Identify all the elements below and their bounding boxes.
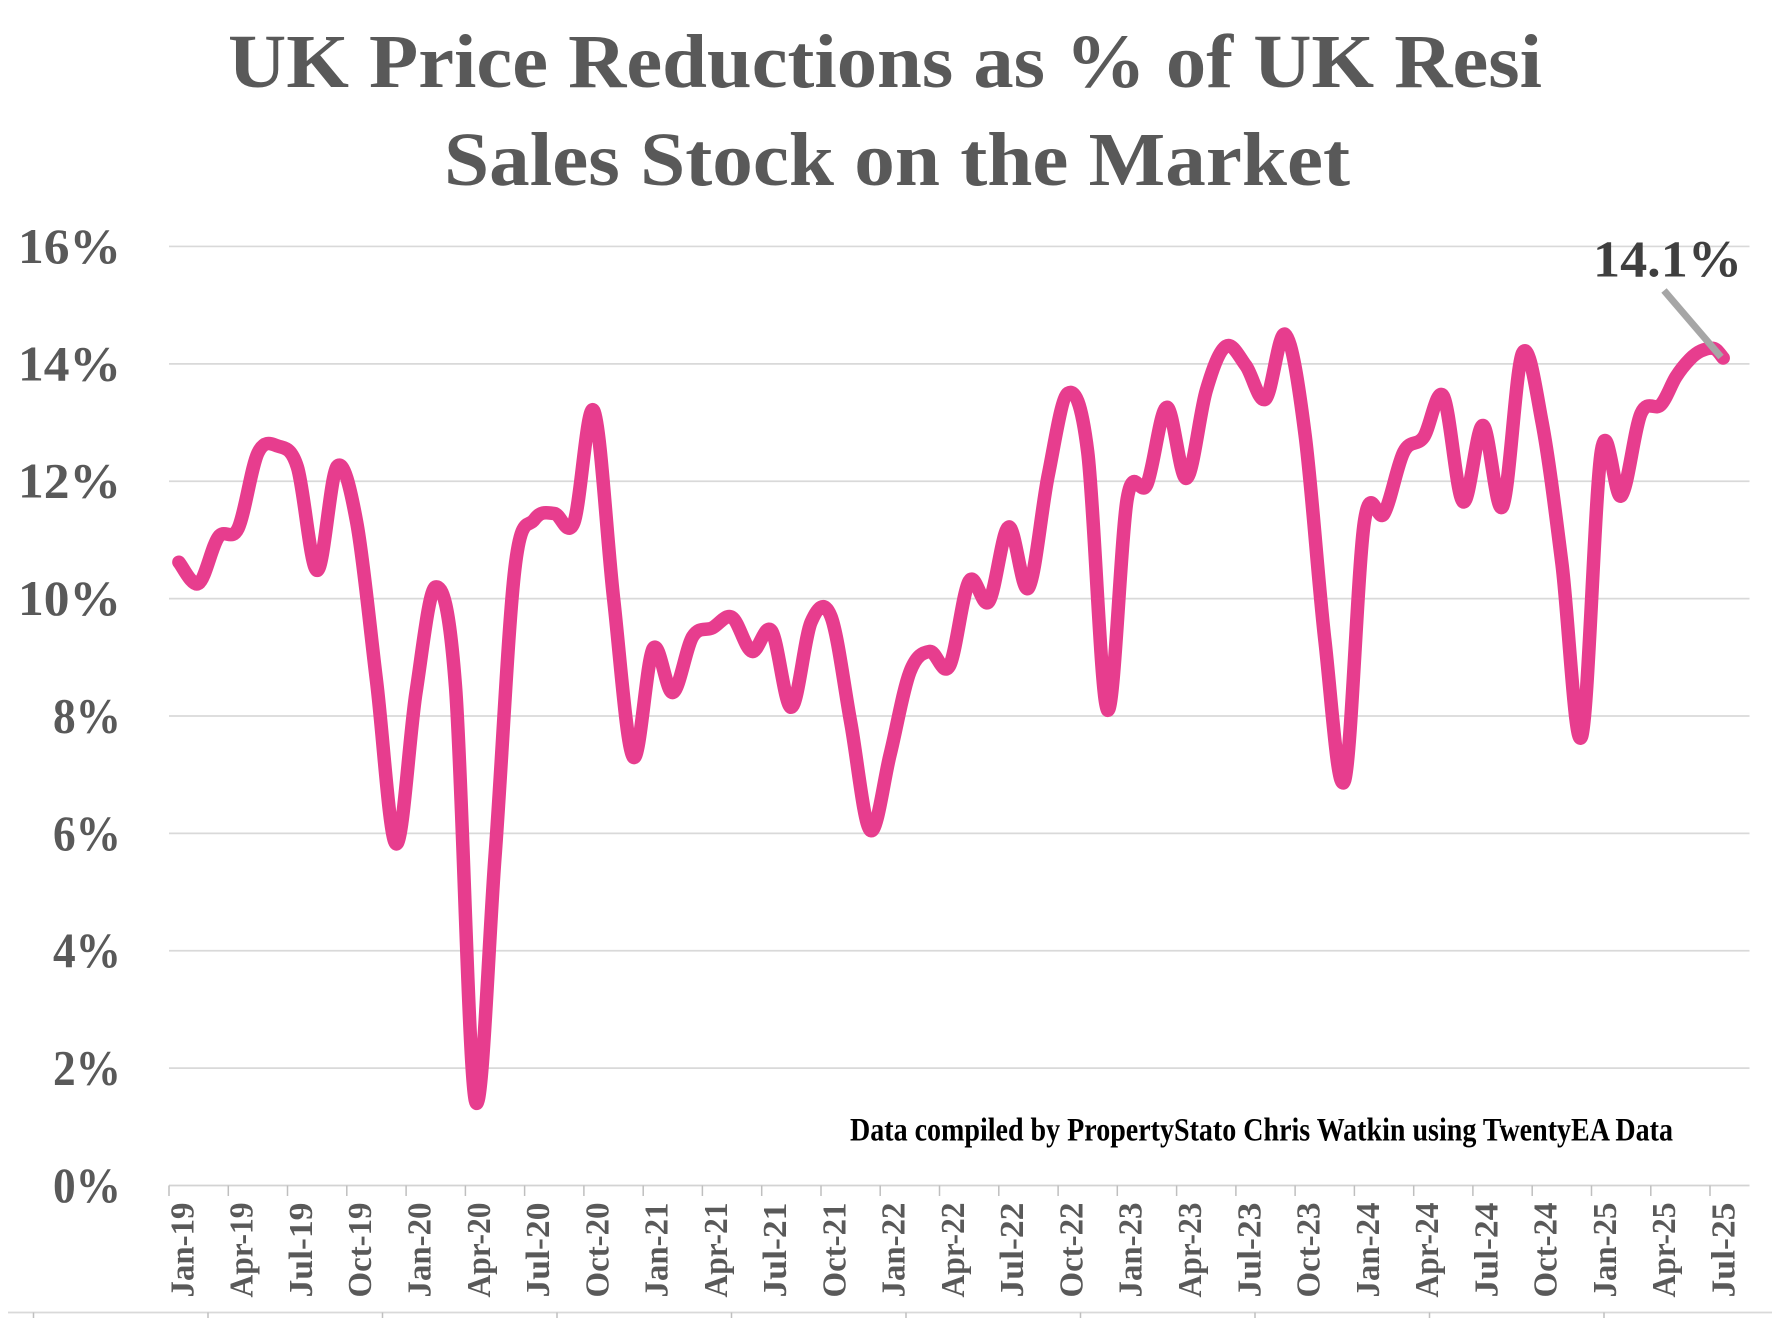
- svg-text:Oct-21: Oct-21: [816, 1203, 853, 1298]
- svg-text:Oct-23: Oct-23: [1291, 1203, 1328, 1298]
- svg-text:Data compiled by PropertyStato: Data compiled by PropertyStato Chris Wat…: [850, 1113, 1673, 1149]
- svg-text:14%: 14%: [18, 335, 121, 391]
- svg-text:Apr-22: Apr-22: [935, 1203, 972, 1298]
- svg-text:8%: 8%: [53, 688, 121, 744]
- svg-text:4%: 4%: [53, 922, 121, 978]
- svg-text:Jan-19: Jan-19: [164, 1203, 201, 1298]
- svg-text:0%: 0%: [53, 1157, 121, 1213]
- svg-text:Apr-20: Apr-20: [461, 1203, 498, 1298]
- svg-text:Jan-21: Jan-21: [639, 1203, 676, 1298]
- svg-text:Apr-21: Apr-21: [698, 1203, 735, 1298]
- svg-text:UK Price Reductions as % of UK: UK Price Reductions as % of UK Resi: [228, 20, 1542, 104]
- svg-text:12%: 12%: [18, 453, 121, 509]
- svg-text:Jan-22: Jan-22: [876, 1203, 913, 1298]
- svg-text:10%: 10%: [18, 570, 121, 626]
- svg-text:Jul-21: Jul-21: [757, 1203, 794, 1298]
- svg-text:Oct-19: Oct-19: [342, 1203, 379, 1298]
- svg-text:Apr-19: Apr-19: [224, 1203, 261, 1298]
- svg-text:Jul-19: Jul-19: [283, 1203, 320, 1298]
- svg-text:Jan-20: Jan-20: [402, 1203, 439, 1298]
- svg-text:Oct-20: Oct-20: [579, 1203, 616, 1298]
- svg-text:Oct-22: Oct-22: [1054, 1203, 1091, 1298]
- svg-text:Jul-24: Jul-24: [1468, 1203, 1505, 1298]
- svg-text:Jan-25: Jan-25: [1587, 1203, 1624, 1298]
- svg-text:2%: 2%: [53, 1040, 121, 1096]
- svg-text:Jul-25: Jul-25: [1705, 1203, 1742, 1298]
- svg-text:Oct-24: Oct-24: [1528, 1203, 1565, 1298]
- svg-text:Apr-24: Apr-24: [1409, 1203, 1446, 1298]
- svg-text:6%: 6%: [53, 805, 121, 861]
- svg-text:Apr-23: Apr-23: [1172, 1203, 1209, 1298]
- svg-text:Jul-22: Jul-22: [994, 1203, 1031, 1298]
- svg-text:Jan-23: Jan-23: [1113, 1203, 1150, 1298]
- svg-text:Jul-20: Jul-20: [520, 1203, 557, 1298]
- svg-text:Jan-24: Jan-24: [1350, 1203, 1387, 1298]
- svg-text:14.1%: 14.1%: [1593, 232, 1742, 289]
- svg-text:Jul-23: Jul-23: [1231, 1203, 1268, 1298]
- svg-text:Apr-25: Apr-25: [1646, 1203, 1683, 1298]
- svg-text:16%: 16%: [18, 218, 121, 274]
- svg-text:Sales Stock on the Market: Sales Stock on the Market: [444, 118, 1350, 202]
